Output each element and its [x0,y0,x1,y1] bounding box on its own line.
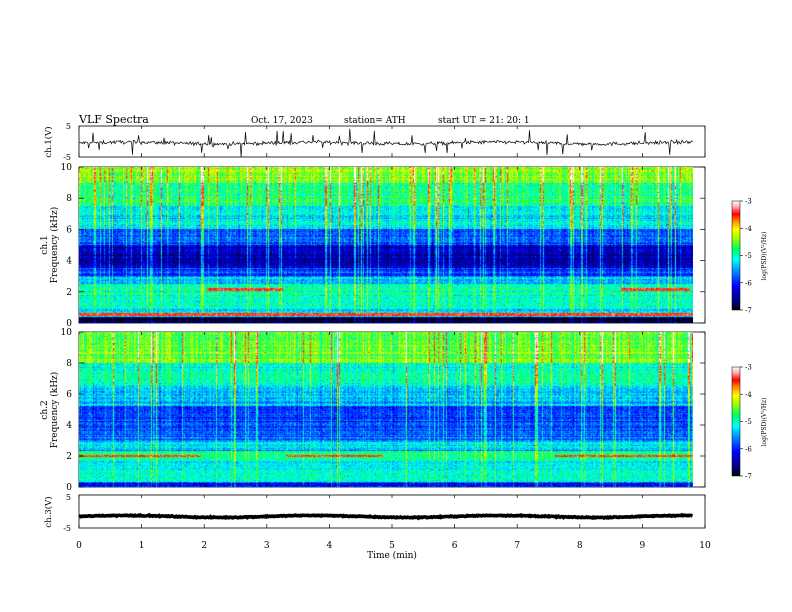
ch1-ytick-bottom: -5 [63,153,71,162]
spectrogram-ytick-label: 6 [66,225,72,235]
ch1-spectrogram-ylabel-channel: ch.1 [40,235,50,254]
colorbar-tick-label: -5 [745,418,752,426]
colorbar-tick-label: -4 [745,391,752,399]
spectrogram-ytick-label: 10 [61,163,73,173]
ch1-colorbar: -3 -4 -5 -6 -7 log(PSD)(V²/Hz) [731,198,768,315]
ch1-colorbar-label: log(PSD)(V²/Hz) [761,232,768,281]
spectrogram-ytick-label: 6 [66,390,72,400]
colorbar-tick-label: -3 [745,198,752,206]
spectrogram-ytick-label: 8 [66,359,72,369]
ch2-spectrogram-image [79,332,693,487]
ch2-colorbar: -3 -4 -5 -6 -7 log(PSD)(V²/Hz) [731,364,768,481]
spectrogram-ytick-label: 8 [66,194,72,204]
ch2-spectrogram-ylabel: Frequency (kHz) [49,372,60,449]
time-axis: 0 1 2 3 4 5 6 7 8 9 10 [76,126,711,551]
xtick-label: 0 [76,541,82,551]
ch2-colorbar-label: log(PSD)(V²/Hz) [761,398,768,447]
ch1-ytick-top: 5 [66,122,71,131]
xtick-label: 9 [640,541,646,551]
ch1-waveform-ylabel: ch.1(V) [43,126,54,157]
xtick-label: 3 [264,541,270,551]
colorbar-tick-label: -5 [745,252,752,260]
colorbar-tick-label: -7 [745,307,752,315]
start-time-label: start UT = 21: 20: 1 [438,116,530,126]
ch2-spectrogram-panel: 0 2 4 6 8 10 ch.2 Frequency (kHz) [40,328,706,493]
xtick-label: 1 [139,541,145,551]
xtick-label: 6 [452,541,458,551]
ch2-colorbar-bar [731,366,741,477]
ch3-waveform-panel: 5 -5 ch.3(V) [43,493,706,533]
ch1-spectrogram-ylabel: Frequency (kHz) [49,207,60,284]
colorbar-tick-label: -6 [745,279,752,287]
spectrogram-ytick-label: 2 [66,288,72,298]
ch1-waveform-panel: 5 -5 ch.1(V) [43,122,706,162]
time-axis-label: Time (min) [367,550,417,561]
colorbar-tick-label: -4 [745,225,752,233]
spectrogram-ytick-label: 4 [66,257,72,267]
xtick-label: 5 [389,541,395,551]
spectrogram-ytick-label: 0 [66,483,72,493]
ch1-spectrogram-image [79,167,693,323]
spectrogram-ytick-label: 4 [66,421,72,431]
ch3-waveform-frame [78,494,706,529]
ch3-ytick-top: 5 [66,493,71,502]
ch3-waveform-trace [78,512,694,521]
ch3-waveform-ylabel: ch.3(V) [43,496,54,527]
xtick-label: 8 [577,541,583,551]
ch1-waveform-trace [78,128,693,157]
ch3-ytick-bottom: -5 [63,524,71,533]
xtick-label: 10 [699,541,711,551]
xtick-label: 4 [327,541,333,551]
date-label: Oct. 17, 2023 [251,116,313,126]
spectrogram-ytick-label: 2 [66,452,72,462]
figure-title: VLF Spectra [78,113,149,126]
colorbar-tick-label: -7 [745,473,752,481]
spectrogram-ytick-label: 0 [66,319,72,329]
colorbar-tick-label: -3 [745,364,752,372]
ch2-spectrogram-ylabel-channel: ch.2 [40,400,50,419]
xtick-label: 7 [514,541,520,551]
ch1-colorbar-bar [731,200,741,311]
ch1-spectrogram-panel: 0 2 4 6 8 10 ch.1 Frequency (kHz) [40,163,706,329]
xtick-label: 2 [201,541,207,551]
colorbar-tick-label: -6 [745,445,752,453]
ch1-waveform-frame [78,125,706,158]
station-label: station= ATH [344,116,406,126]
spectrogram-ytick-label: 10 [61,328,73,338]
